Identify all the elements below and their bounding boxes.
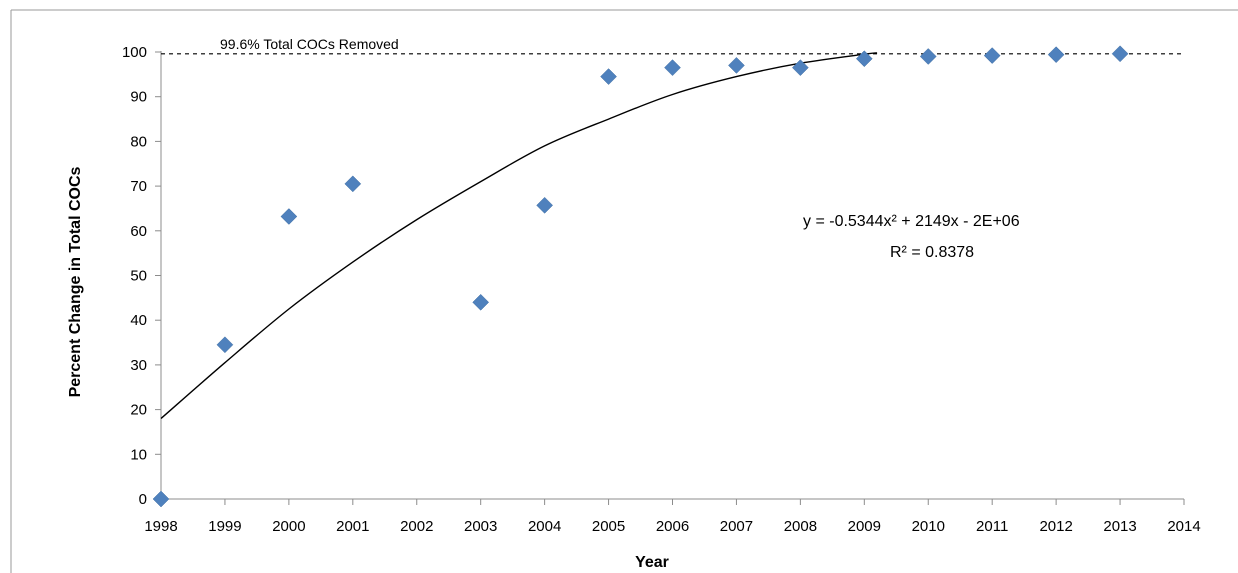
data-point-2008 [792, 59, 809, 76]
axes: 0 10 20 30 40 50 60 70 80 90 100 1998 1999 2000 2001 20… [122, 44, 1201, 535]
data-point-1999 [216, 336, 234, 354]
y-tick-label: 60 [130, 223, 147, 240]
data-point-2010 [919, 48, 937, 65]
y-tick-label: 50 [130, 268, 147, 285]
data-point-2006 [664, 59, 681, 76]
y-tick-label: 100 [122, 44, 147, 61]
y-tick-label: 40 [130, 312, 147, 329]
data-point-2007 [728, 57, 745, 74]
x-tick-label: 2009 [848, 518, 881, 535]
x-tick-label: 2013 [1103, 518, 1136, 535]
y-tick-label: 90 [130, 89, 147, 106]
x-tick-label: 2002 [400, 518, 433, 535]
reference-line-label: 99.6% Total COCs Removed [220, 36, 399, 52]
y-tick-label: 0 [139, 491, 147, 508]
x-tick-label: 2011 [976, 518, 1008, 535]
y-tick-label: 70 [130, 178, 147, 195]
x-tick-label: 2003 [464, 518, 497, 535]
trendline-equation: y = -0.5344x² + 2149x - 2E+06 [803, 213, 1020, 230]
data-point-2012 [1047, 46, 1065, 64]
data-point-2003 [472, 293, 490, 311]
data-point-1998 [152, 490, 170, 508]
x-tick-label: 2007 [720, 518, 753, 535]
trendline-r-squared: R² = 0.8378 [890, 244, 974, 261]
y-axis-title: Percent Change in Total COCs [67, 166, 84, 397]
data-point-2001 [344, 175, 362, 193]
x-tick-label: 2008 [784, 518, 817, 535]
y-tick-label: 80 [130, 133, 147, 150]
data-point-2009 [855, 50, 873, 68]
x-tick-label: 2010 [912, 518, 945, 535]
x-tick-label: 2000 [272, 518, 305, 535]
y-tick-label: 30 [130, 357, 147, 374]
x-tick-label: 2001 [336, 518, 369, 535]
y-tick-label: 10 [130, 446, 147, 463]
x-axis-title: Year [635, 554, 669, 571]
data-point-2004 [536, 196, 553, 214]
x-tick-label: 2005 [592, 518, 625, 535]
data-point-2005 [600, 68, 617, 85]
data-points [152, 45, 1129, 508]
data-point-2000 [280, 208, 298, 225]
x-tick-label: 2014 [1167, 518, 1200, 535]
x-tick-label: 1998 [144, 518, 177, 535]
x-tick-label: 1999 [208, 518, 241, 535]
x-tick-label: 2012 [1039, 518, 1072, 535]
y-tick-label: 20 [130, 402, 147, 419]
x-tick-label: 2004 [528, 518, 561, 535]
data-point-2011 [983, 47, 1001, 64]
data-point-2013 [1111, 45, 1129, 63]
x-tick-label: 2006 [656, 518, 689, 535]
